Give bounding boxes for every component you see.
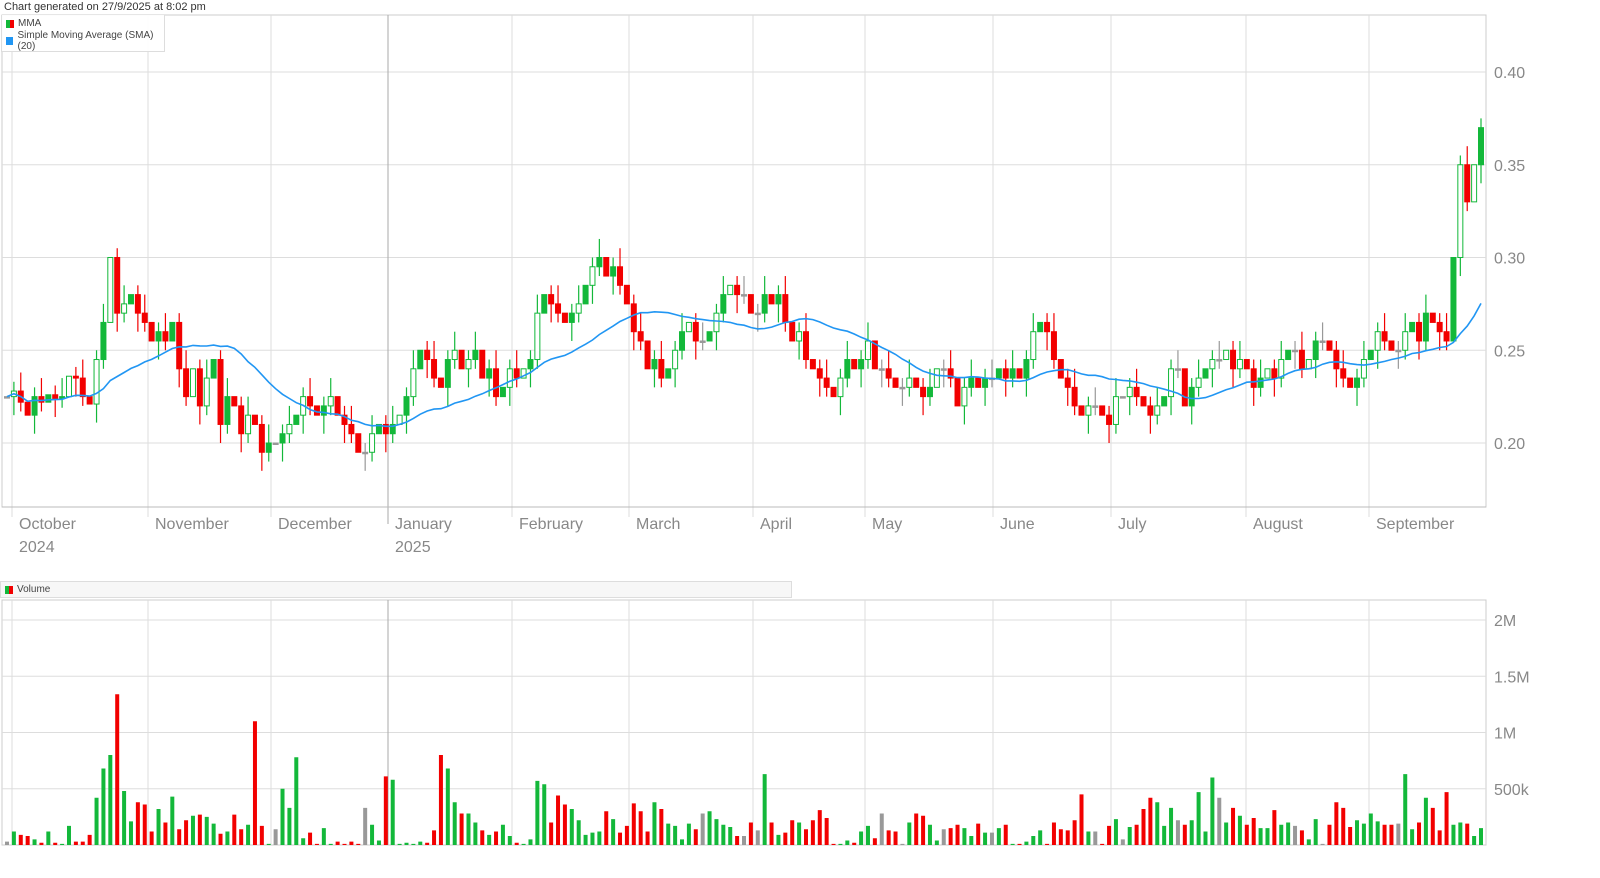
sma-line	[6, 303, 1482, 428]
volume-legend[interactable]: Volume	[0, 581, 792, 598]
month-label: December	[278, 516, 352, 533]
price-axis-tick: 0.30	[1494, 251, 1525, 268]
chart-generated-timestamp: Chart generated on 27/9/2025 at 8:02 pm	[4, 1, 206, 13]
legend-sma-label: Simple Moving Average (SMA) (20)	[17, 29, 154, 52]
month-label: November	[155, 516, 229, 533]
volume-axis-tick: 1.5M	[1494, 669, 1530, 686]
month-label: June	[1000, 516, 1035, 533]
month-label: May	[872, 516, 902, 533]
month-label: August	[1253, 516, 1303, 533]
price-plot-frame	[1, 14, 1487, 508]
month-label: July	[1118, 516, 1146, 533]
price-axis-tick: 0.35	[1494, 158, 1525, 175]
month-label: April	[760, 516, 792, 533]
volume-plot-frame	[1, 599, 1487, 846]
volume-axis-tick: 1M	[1494, 726, 1516, 743]
month-label: September	[1376, 516, 1455, 533]
price-axis-tick: 0.40	[1494, 65, 1525, 82]
month-label: January	[395, 516, 452, 533]
year-label: 2024	[19, 539, 55, 556]
volume-axis-tick: 500k	[1494, 782, 1530, 799]
price-axis-tick: 0.20	[1494, 436, 1525, 453]
price-axis-tick: 0.25	[1494, 343, 1525, 360]
month-label: March	[636, 516, 680, 533]
legend-item-sma[interactable]: Simple Moving Average (SMA) (20)	[2, 29, 164, 52]
volume-swatch-icon	[5, 585, 13, 594]
month-label: February	[519, 516, 583, 533]
candlestick-series	[4, 118, 1484, 471]
legend-mma-label: MMA	[18, 18, 42, 29]
volume-label: Volume	[17, 584, 51, 595]
year-label: 2025	[395, 539, 431, 556]
legend-item-mma[interactable]: MMA	[2, 15, 164, 32]
price-legend: MMA Simple Moving Average (SMA) (20)	[1, 15, 165, 52]
volume-axis-tick: 2M	[1494, 613, 1516, 630]
sma-swatch-icon	[6, 36, 14, 45]
volume-bars	[5, 694, 1483, 845]
mma-swatch-icon	[6, 19, 14, 28]
month-label: October	[19, 516, 77, 533]
